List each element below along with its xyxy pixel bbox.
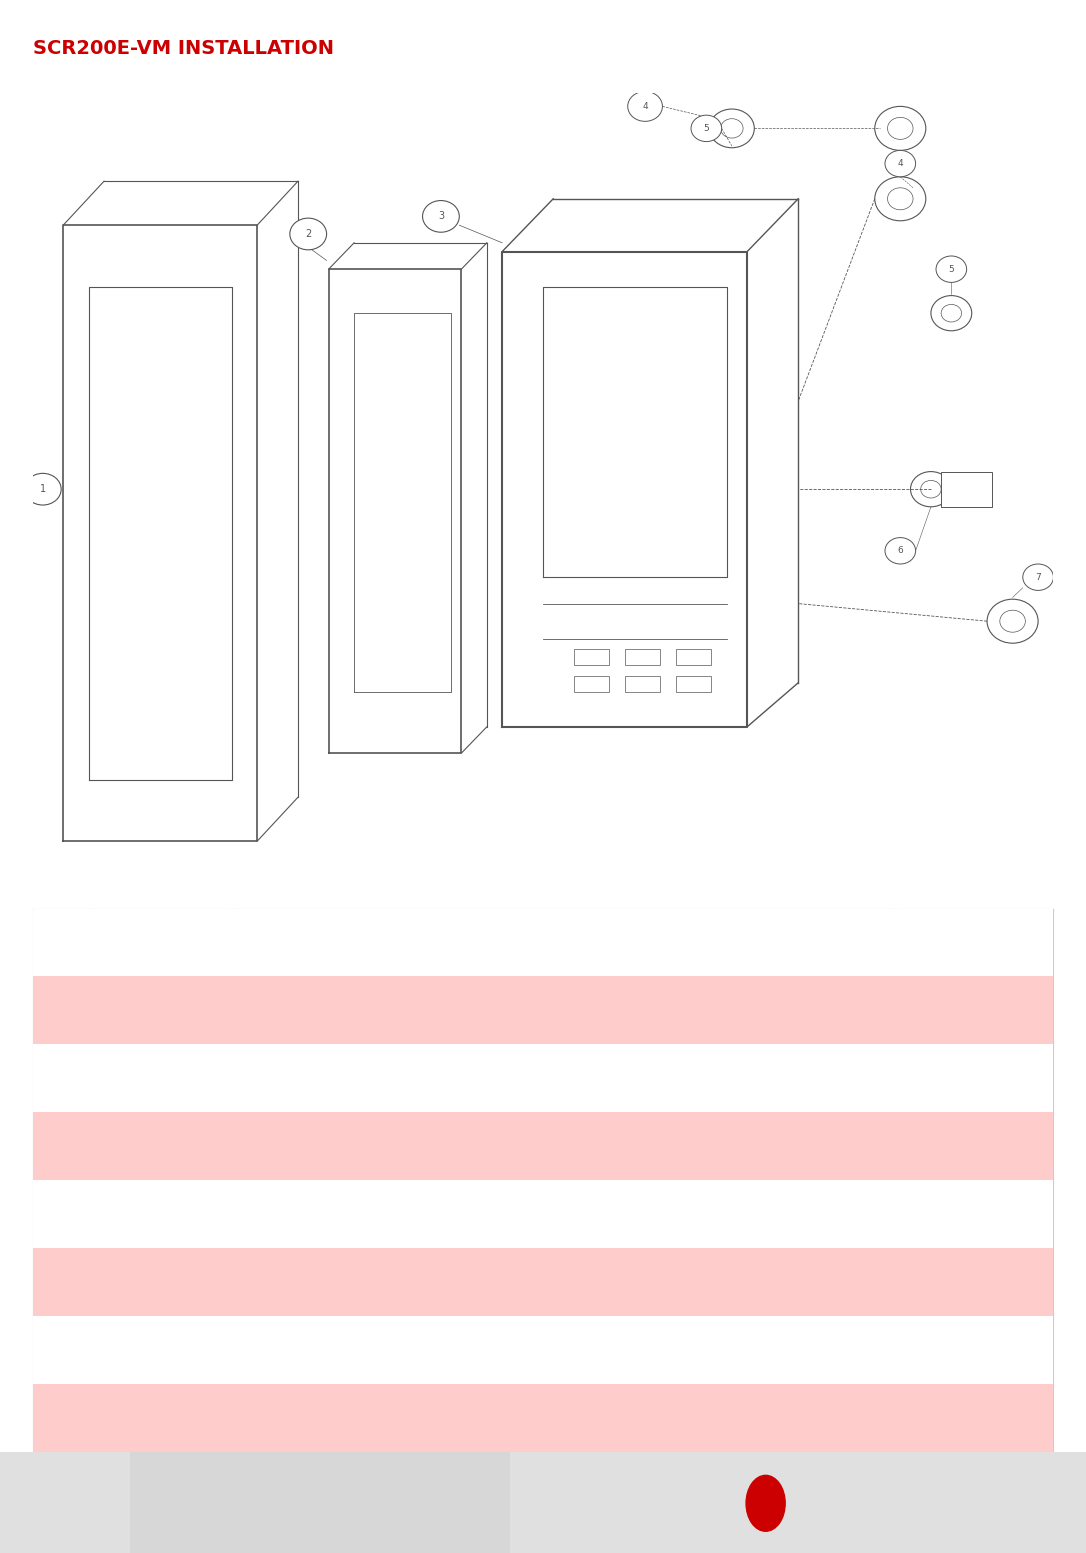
Text: 5: 5 [948,264,955,273]
Bar [675,676,711,691]
Bar [624,649,660,665]
Bar [942,472,993,506]
Text: MG0028: MG0028 [98,1072,153,1086]
Circle shape [1000,610,1025,632]
Text: payment: payment [782,1494,906,1519]
Text: #: # [41,936,52,949]
Text: M4 Nut Nyloc: M4 Nut Nyloc [240,1275,329,1289]
Bar [624,676,660,691]
Text: Description: Description [240,936,327,949]
Circle shape [887,118,913,140]
Text: 3: 3 [904,1208,912,1221]
Circle shape [931,295,972,331]
Text: 1: 1 [904,1003,912,1017]
Circle shape [921,480,942,499]
Text: SCR200E-VM-W3G: SCR200E-VM-W3G [33,1472,140,1485]
Circle shape [290,217,327,250]
Text: 2: 2 [305,228,312,239]
Bar [573,676,609,691]
Text: AB0071: AB0071 [98,1140,150,1152]
Text: 1: 1 [904,1140,912,1152]
Text: Default Quantity: Default Quantity [904,936,1028,949]
Text: Version: 1.0: Version: 1.0 [500,1492,569,1505]
Text: 7: 7 [1035,573,1041,582]
Text: 1: 1 [904,1343,912,1357]
Circle shape [422,200,459,233]
Circle shape [875,106,925,151]
Text: 4: 4 [897,158,904,168]
Text: 3: 3 [438,211,444,222]
Text: 1: 1 [904,1072,912,1086]
Text: MF0025: MF0025 [98,1208,150,1221]
Circle shape [910,472,951,506]
Text: AB0015: AB0015 [98,1343,150,1357]
Text: MF0077: MF0077 [98,1275,150,1289]
Text: 3: 3 [904,1275,912,1289]
Text: Machine Mounting Plate (Customer Equipment): Machine Mounting Plate (Customer Equipme… [240,1003,556,1017]
Circle shape [987,599,1038,643]
Text: M4 SEC with FPC Connector: M4 SEC with FPC Connector [240,1343,425,1357]
Text: SCR200E-VM-W3G: SCR200E-VM-W3G [240,1140,362,1152]
Circle shape [885,537,915,564]
Text: 7: 7 [41,1412,50,1424]
Text: 5: 5 [704,124,709,134]
Text: SCR Front Mount Zinc Bezel Mounting Gasket: SCR Front Mount Zinc Bezel Mounting Gask… [240,1072,542,1086]
Circle shape [875,177,925,221]
Text: 4: 4 [642,102,648,110]
Circle shape [936,256,967,283]
Circle shape [885,151,915,177]
Circle shape [628,92,662,121]
Text: payment: payment [782,1494,906,1519]
Circle shape [24,474,61,505]
Text: 5: 5 [41,1275,50,1289]
Text: 1: 1 [41,1003,50,1017]
Circle shape [691,115,722,141]
Circle shape [721,118,743,138]
Circle shape [709,109,755,148]
Bar [573,649,609,665]
Text: 1: 1 [904,1412,912,1424]
Text: P: P [760,1496,771,1511]
Text: -: - [98,1003,102,1017]
Bar [675,649,711,665]
Text: SCR200E-VM INSTALLATION: SCR200E-VM INSTALLATION [33,39,333,57]
Text: 1: 1 [40,485,46,494]
Text: M4 Nut Flange OD 12mm: M4 Nut Flange OD 12mm [240,1412,408,1424]
Text: 6: 6 [897,547,904,556]
Text: 6: 6 [41,1343,50,1357]
Text: express: express [907,1494,1016,1519]
Text: M4 Washer x 0.8mm Flat OD 9.0mm: M4 Washer x 0.8mm Flat OD 9.0mm [240,1208,481,1221]
Text: Page | 5 of 10: Page | 5 of 10 [33,1513,124,1525]
Circle shape [1023,564,1053,590]
Circle shape [942,304,961,321]
Text: MF0099: MF0099 [98,1412,150,1424]
Text: PX Product Code: PX Product Code [98,936,223,949]
Text: 4: 4 [41,1208,50,1221]
Text: 2: 2 [41,1072,50,1086]
Circle shape [887,188,913,210]
Text: 3: 3 [41,1140,50,1152]
